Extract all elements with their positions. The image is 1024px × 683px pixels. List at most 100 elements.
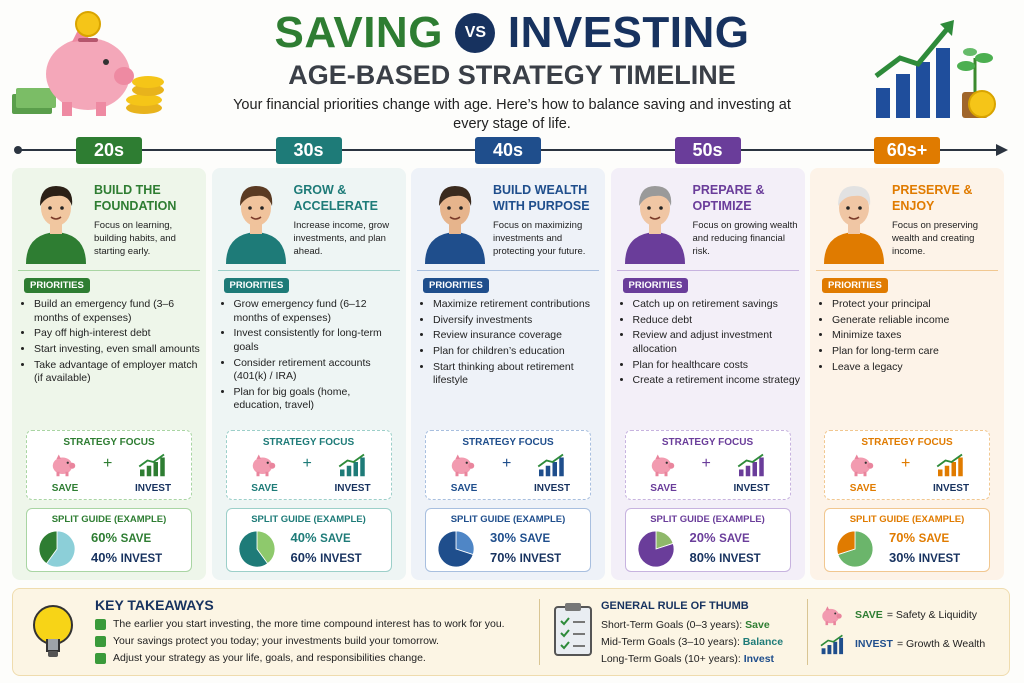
takeaways-list: The earlier you start investing, the mor… (95, 618, 535, 669)
icon-shape (738, 469, 743, 477)
icon-shape (820, 634, 843, 647)
icon-shape (864, 461, 867, 464)
icon-shape (968, 90, 996, 118)
split-percent: 40% (290, 530, 317, 545)
stage-heading: BUILD THE FOUNDATION (94, 183, 177, 214)
split-box: SPLIT GUIDE (EXAMPLE) 30% SAVE 70% INVEST (425, 508, 591, 572)
priority-item: Minimize taxes (832, 329, 1000, 343)
icon-shape (821, 648, 826, 654)
legend-row: SAVE = Safety & Liquidity (819, 605, 1007, 626)
invest-icon (537, 453, 564, 477)
strategy-box: STRATEGY FOCUS + SAVE INVEST (26, 430, 192, 500)
icon-shape (936, 453, 963, 468)
title-vs: VS (455, 13, 496, 53)
strategy-box: STRATEGY FOCUS + SAVE INVEST (425, 430, 591, 500)
split-label: SPLIT GUIDE (EXAMPLE) (251, 514, 366, 525)
divider (816, 270, 998, 271)
icon-shape (33, 605, 73, 645)
invest-label: INVEST (134, 483, 172, 494)
priorities-label: PRIORITIES (223, 278, 290, 293)
piggy-icon (822, 606, 842, 626)
age-pill: 40s (475, 137, 541, 164)
stage-heading: BUILD WEALTH WITH PURPOSE (493, 183, 590, 214)
split-label: SPLIT GUIDE (EXAMPLE) (51, 514, 167, 525)
icon-shape (649, 216, 660, 220)
priority-item: Plan for big goals (home, education, tra… (234, 386, 402, 413)
pie-chart (38, 530, 76, 568)
avatar (26, 186, 86, 264)
icon-shape (16, 88, 56, 108)
priority-item: Create a retirement income strategy (633, 374, 801, 388)
priorities-label: PRIORITIES (622, 278, 689, 293)
icon-shape (66, 461, 69, 464)
icon-shape (651, 457, 671, 474)
icon-shape (975, 53, 993, 63)
icon-shape (848, 216, 860, 220)
split-name: SAVE (918, 533, 950, 545)
legend-term: INVEST (855, 638, 893, 651)
divider (539, 599, 540, 665)
priority-item: Plan for long-term care (832, 345, 1000, 359)
icon-shape (539, 469, 544, 477)
stage-description: Focus on maximizing investments and prot… (493, 220, 586, 257)
icon-shape (256, 471, 259, 477)
takeaway-text: The earlier you start investing, the mor… (113, 618, 505, 630)
priority-item: Generate reliable income (832, 314, 1000, 328)
rule-label: Mid-Term Goals (3–10 years): (601, 636, 740, 648)
legend-term: SAVE (855, 609, 883, 622)
priority-item: Catch up on retirement savings (633, 298, 801, 312)
stage-heading: PRESERVE & ENJOY (892, 183, 973, 214)
bulb-icon (33, 605, 73, 657)
rule-answer: Invest (743, 653, 775, 665)
invest-icon (338, 453, 365, 477)
icon-shape (646, 206, 651, 210)
priority-item: Protect your principal (832, 298, 1000, 312)
divider (417, 270, 599, 271)
stage-description: Focus on growing wealth and reducing fin… (692, 220, 798, 257)
split-row: 60% SAVE (91, 530, 151, 545)
priorities-label: PRIORITIES (423, 278, 489, 293)
piggy-icon (850, 454, 874, 477)
icon-shape (439, 186, 472, 206)
icon-shape (259, 206, 264, 210)
icon-shape (138, 453, 165, 468)
split-box: SPLIT GUIDE (EXAMPLE) 60% SAVE 40% INVEST (26, 508, 192, 572)
check-icon (95, 635, 106, 647)
icon-shape (825, 621, 829, 626)
icon-shape (46, 639, 60, 652)
icon-shape (440, 190, 470, 226)
icon-shape (545, 465, 551, 477)
invest-icon (936, 453, 963, 477)
icon-shape (62, 102, 72, 116)
takeaway-item: Your savings protect you today; your inv… (95, 635, 535, 647)
takeaway-item: Adjust your strategy as your life, goals… (95, 652, 535, 664)
split-row: 40% SAVE (291, 530, 351, 545)
icon-shape (825, 606, 830, 611)
plus-sign: + (901, 455, 911, 472)
icon-shape (78, 38, 98, 42)
priority-item: Plan for healthcare costs (633, 359, 801, 373)
split-box: SPLIT GUIDE (EXAMPLE) 70% SAVE 30% INVEST (824, 508, 990, 572)
icon-shape (14, 146, 22, 154)
split-row: 20% SAVE (690, 530, 750, 545)
icon-shape (846, 206, 850, 210)
split-name: INVEST (719, 553, 761, 565)
check-icon (95, 618, 106, 630)
legend: SAVE = Safety & Liquidity INVEST = Growth &… (819, 605, 1007, 663)
plus-sign: + (502, 455, 512, 472)
pie-chart (836, 530, 874, 568)
icon-shape (266, 461, 269, 464)
icon-shape (839, 190, 869, 226)
pie-chart (238, 530, 275, 568)
icon-shape (50, 216, 62, 220)
pie-slice (837, 530, 874, 568)
icon-shape (459, 206, 463, 210)
growth-illustration (874, 20, 996, 118)
split-percent: 60% (290, 550, 317, 565)
priorities-list: Build an emergency fund (3–6 months of e… (22, 298, 202, 388)
legend-meaning: = Safety & Liquidity (886, 609, 978, 622)
icon-shape (146, 465, 152, 477)
icon-shape (944, 465, 950, 477)
icon-shape (240, 190, 271, 226)
icon-shape (52, 457, 73, 474)
